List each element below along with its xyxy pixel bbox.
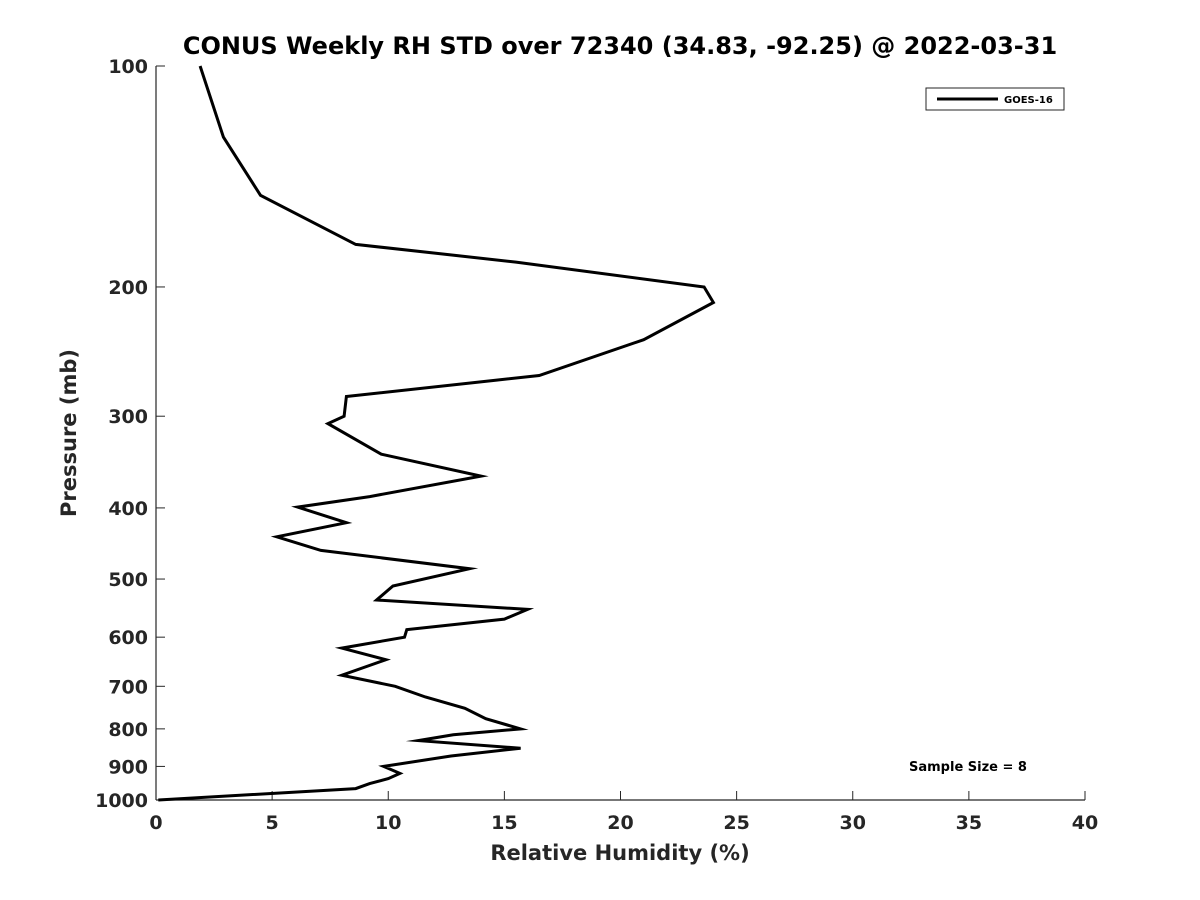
y-tick-label: 600: [108, 627, 148, 649]
axes: [155, 66, 1085, 801]
y-tick-label: 700: [108, 676, 148, 698]
chart-title: CONUS Weekly RH STD over 72340 (34.83, -…: [183, 32, 1057, 60]
y-tick-label: 800: [108, 719, 148, 741]
x-tick-label: 5: [266, 812, 279, 834]
y-tick-label: 100: [108, 56, 148, 78]
legend: GOES-16: [925, 87, 1065, 111]
y-tick-label: 500: [108, 569, 148, 591]
x-tick-label: 0: [149, 812, 162, 834]
sample-size-annotation: Sample Size = 8: [909, 760, 1027, 775]
x-tick-label: 30: [840, 812, 866, 834]
y-tick-label: 1000: [95, 790, 148, 812]
x-ticks: 0 5 10 15 20 25 30 35 40: [149, 791, 1098, 834]
x-tick-label: 25: [723, 812, 749, 834]
x-tick-label: 35: [956, 812, 982, 834]
y-axis-label: Pressure (mb): [57, 349, 81, 517]
x-tick-label: 40: [1072, 812, 1098, 834]
x-tick-label: 20: [607, 812, 633, 834]
y-tick-label: 400: [108, 498, 148, 520]
y-tick-label: 200: [108, 277, 148, 299]
series-layer: [158, 65, 716, 802]
y-tick-label: 300: [108, 406, 148, 428]
series-line-goes16: [158, 65, 716, 802]
x-tick-label: 15: [491, 812, 517, 834]
y-tick-label: 900: [108, 756, 148, 778]
x-tick-label: 10: [375, 812, 401, 834]
legend-label-goes16: GOES-16: [1004, 95, 1053, 106]
y-ticks: 100 200 300 400 500 600 700 800 900 1000: [95, 56, 165, 812]
x-axis-label: Relative Humidity (%): [490, 841, 749, 865]
